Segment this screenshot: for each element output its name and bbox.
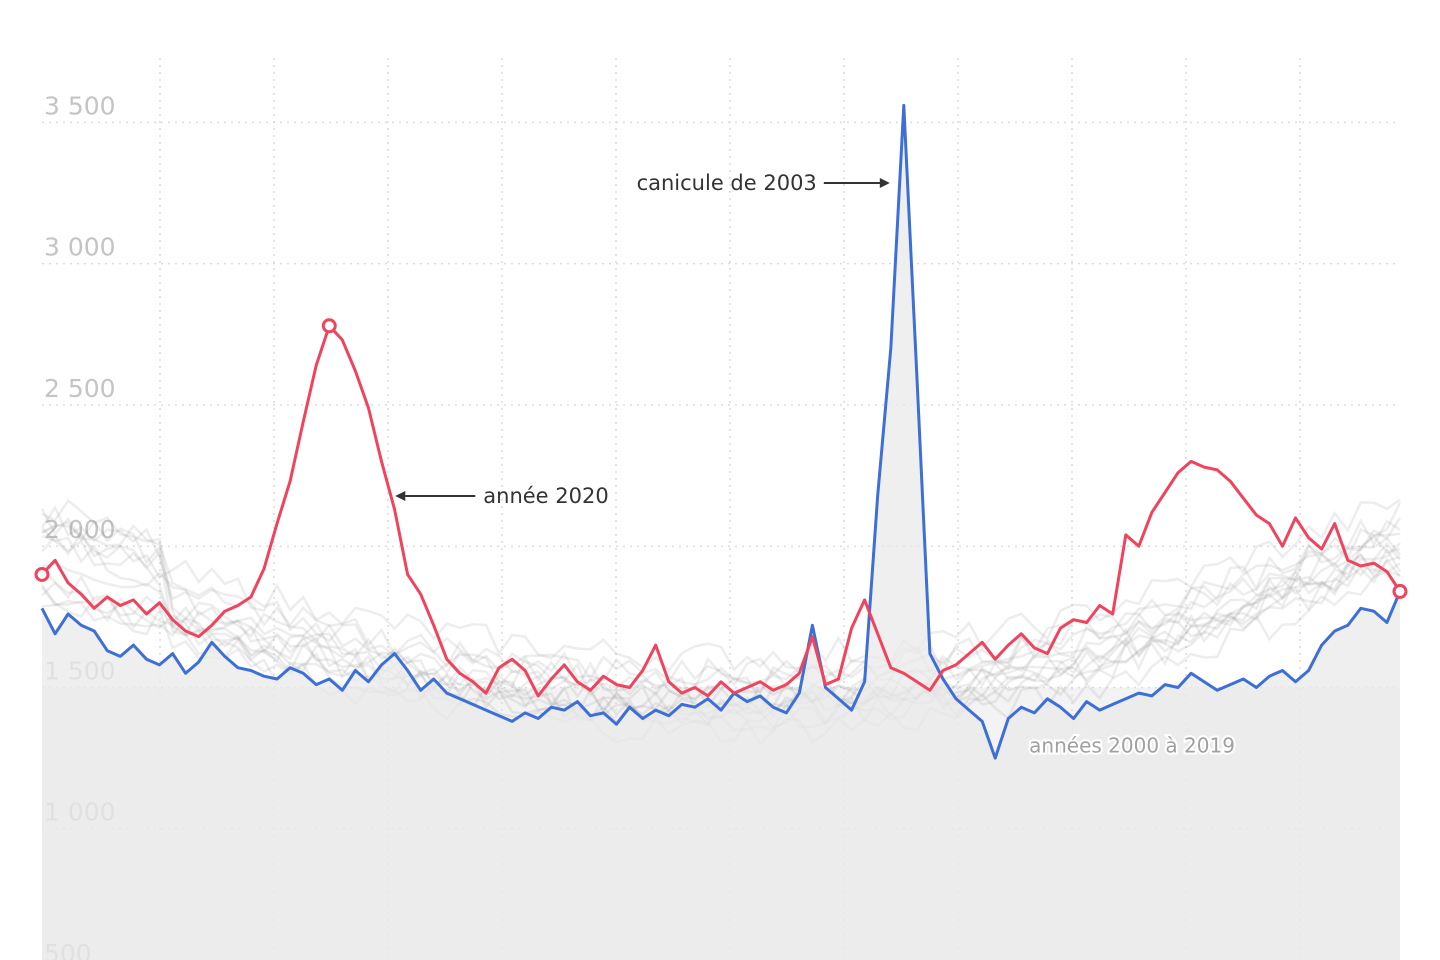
other-year-line bbox=[41, 498, 1401, 700]
other-year-line bbox=[41, 527, 1401, 711]
arrow-annee-2020 bbox=[395, 491, 476, 501]
other-year-line bbox=[41, 498, 1401, 673]
y-tick-label: 2 000 bbox=[44, 515, 116, 544]
series-2020-end-marker bbox=[1392, 583, 1408, 599]
series-2003-area bbox=[42, 105, 1400, 960]
y-tick-label: 3 500 bbox=[44, 91, 116, 120]
other-year-line bbox=[41, 517, 1402, 696]
other-years-series-group bbox=[40, 498, 1402, 747]
other-year-line bbox=[40, 508, 1401, 690]
annotation-canicule-2003: canicule de 2003 bbox=[637, 171, 817, 195]
series-2020-line bbox=[40, 324, 1402, 698]
other-year-line bbox=[40, 502, 1402, 687]
series-2020-start-marker bbox=[34, 566, 50, 582]
annotation-annee-2020: année 2020 bbox=[483, 484, 608, 508]
series-2003-line bbox=[40, 103, 1402, 760]
y-tick-label: 2 500 bbox=[44, 374, 116, 403]
other-year-line bbox=[41, 547, 1402, 729]
other-year-line bbox=[41, 519, 1401, 715]
other-year-line bbox=[41, 534, 1401, 711]
arrow-canicule-2003 bbox=[823, 178, 890, 188]
other-year-line bbox=[41, 523, 1401, 717]
annotation-annees-2000-2019: années 2000 à 2019 bbox=[1029, 733, 1235, 757]
series-2020-peak-marker bbox=[321, 318, 337, 334]
y-tick-label: 3 000 bbox=[44, 233, 116, 262]
